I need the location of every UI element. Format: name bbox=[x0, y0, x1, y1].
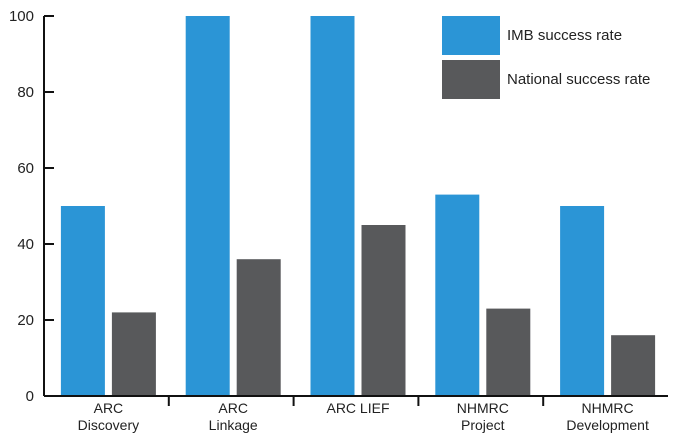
bar-imb-1 bbox=[185, 16, 230, 396]
x-category-label: ARC LIEF bbox=[326, 400, 389, 416]
x-category-label: ARC Discovery bbox=[78, 400, 139, 433]
bar-national-4 bbox=[611, 335, 656, 396]
legend-label-national: National success rate bbox=[507, 71, 650, 88]
y-tick-label: 0 bbox=[26, 388, 34, 405]
bar-imb-4 bbox=[560, 206, 605, 396]
bar-imb-3 bbox=[435, 194, 480, 396]
y-axis: 0 20 40 60 80 100 bbox=[9, 8, 54, 405]
y-tick-label: 100 bbox=[9, 8, 34, 25]
x-category-label: NHMRC Project bbox=[457, 400, 509, 433]
y-tick-label: 40 bbox=[17, 236, 34, 253]
x-category-label-line: Discovery bbox=[78, 417, 139, 433]
legend-swatch-national bbox=[442, 60, 500, 99]
x-category-label-line: NHMRC bbox=[457, 400, 509, 416]
x-category-label: NHMRC Development bbox=[566, 400, 649, 433]
legend-label-imb: IMB success rate bbox=[507, 27, 622, 44]
x-category-label-line: ARC bbox=[218, 400, 248, 416]
y-tick-label: 60 bbox=[17, 160, 34, 177]
bar-national-1 bbox=[236, 259, 281, 396]
x-category-label-line: ARC LIEF bbox=[326, 400, 389, 416]
bars bbox=[60, 16, 656, 396]
y-tick-label: 80 bbox=[17, 84, 34, 101]
legend: IMB success rate National success rate bbox=[442, 16, 650, 99]
legend-swatch-imb bbox=[442, 16, 500, 55]
x-category-label: ARC Linkage bbox=[209, 400, 258, 433]
bar-imb-2 bbox=[310, 16, 355, 396]
bar-national-0 bbox=[111, 312, 156, 396]
x-category-label-line: Development bbox=[566, 417, 649, 433]
x-category-label-line: ARC bbox=[94, 400, 124, 416]
bar-national-3 bbox=[486, 308, 531, 396]
x-category-label-line: Linkage bbox=[209, 417, 258, 433]
x-category-label-line: NHMRC bbox=[582, 400, 634, 416]
bar-imb-0 bbox=[60, 206, 105, 396]
x-category-label-line: Project bbox=[461, 417, 505, 433]
bar-national-2 bbox=[361, 225, 406, 396]
y-tick-label: 20 bbox=[17, 312, 34, 329]
